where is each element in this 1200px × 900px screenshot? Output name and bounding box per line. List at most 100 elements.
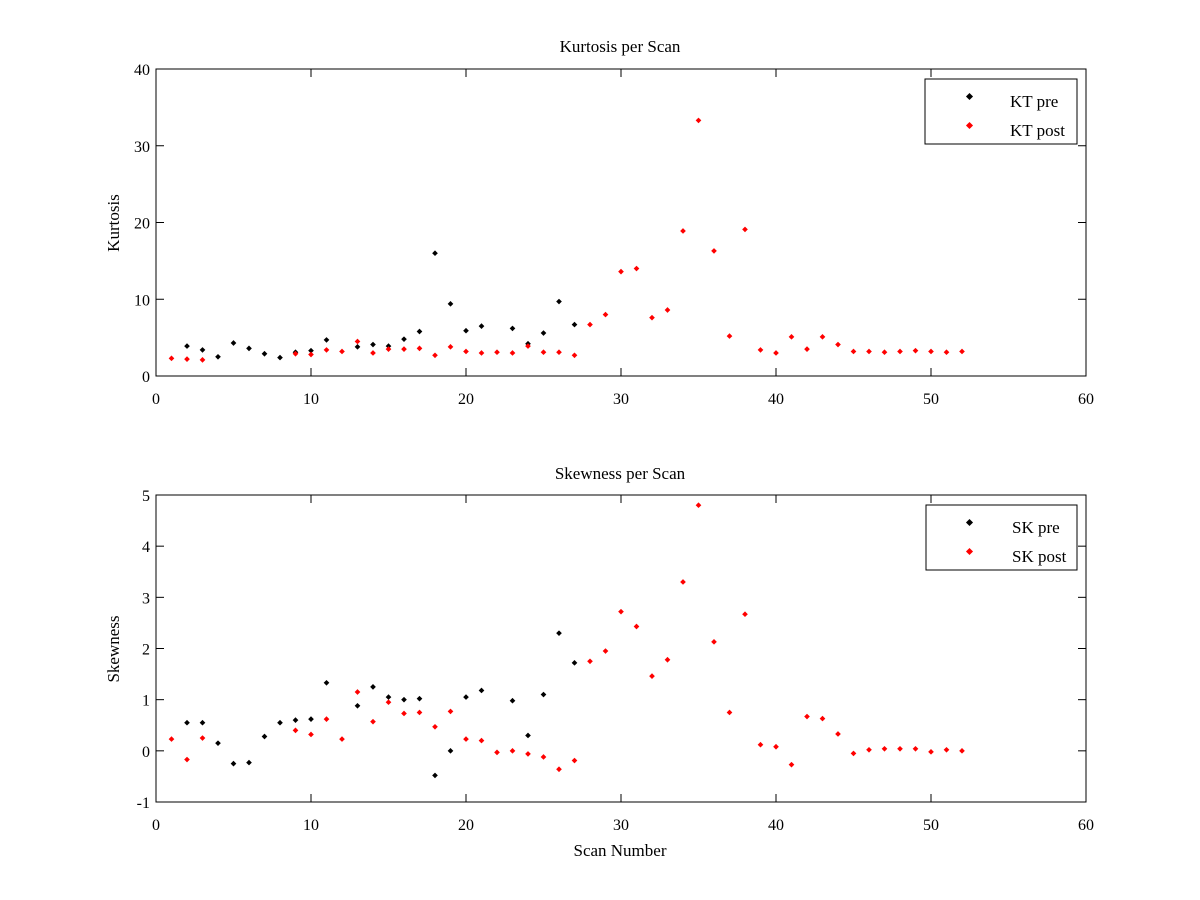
- y-tick-label: 30: [134, 139, 150, 156]
- data-point-pre: [215, 353, 221, 360]
- data-point-post: [881, 349, 888, 356]
- axis-ticks: 0 10 20 30 40 50 60 0 10 20 30 40: [134, 62, 1094, 408]
- data-point-post: [835, 731, 841, 737]
- data-point-post: [711, 248, 717, 254]
- data-point-pre: [246, 345, 252, 352]
- data-point-post: [649, 314, 655, 321]
- data-point-pre: [184, 719, 190, 726]
- data-point-post: [680, 579, 686, 585]
- x-tick-label: 40: [768, 817, 784, 834]
- data-point-pre: [199, 719, 206, 726]
- data-point-post: [664, 307, 671, 313]
- data-point-pre: [525, 732, 531, 739]
- x-tick-label: 0: [152, 391, 160, 408]
- legend-marker-post: [965, 121, 974, 130]
- data-point-pre: [401, 696, 407, 703]
- data-point-post: [323, 716, 330, 722]
- data-point-pre: [261, 350, 268, 357]
- data-point-post: [540, 349, 547, 356]
- data-point-post: [323, 347, 330, 353]
- legend-label-pre: KT pre: [1010, 92, 1058, 111]
- data-point-post: [447, 708, 454, 715]
- data-point-pre: [478, 687, 485, 694]
- data-point-pre: [556, 298, 562, 305]
- data-point-post: [757, 347, 764, 353]
- x-tick-label: 40: [768, 391, 784, 408]
- data-point-post: [742, 226, 748, 233]
- data-point-pre: [354, 344, 361, 350]
- data-point-post: [556, 766, 562, 773]
- data-point-post: [633, 265, 640, 272]
- data-point-pre: [292, 717, 299, 723]
- data-point-post: [199, 357, 206, 363]
- x-tick-label: 30: [613, 391, 629, 408]
- data-point-pre: [230, 340, 237, 346]
- x-tick-label: 10: [303, 391, 319, 408]
- data-point-post: [602, 648, 609, 654]
- legend-label-post: SK post: [1012, 547, 1067, 566]
- data-point-post: [773, 350, 779, 356]
- data-point-post: [292, 727, 299, 734]
- chart-title: Skewness per Scan: [555, 464, 686, 483]
- data-point-pre: [230, 760, 237, 767]
- data-point-pre: [416, 328, 423, 335]
- data-point-pre: [370, 684, 376, 690]
- data-point-post: [401, 710, 407, 717]
- data-point-post: [571, 757, 578, 764]
- y-tick-label: 40: [134, 62, 150, 79]
- data-point-post: [912, 347, 919, 354]
- data-point-post: [432, 352, 438, 359]
- data-point-pre: [463, 694, 469, 700]
- data-points: [168, 117, 965, 363]
- data-point-post: [804, 713, 810, 720]
- data-point-pre: [432, 250, 438, 257]
- data-point-post: [757, 741, 764, 748]
- data-point-pre: [199, 347, 206, 353]
- x-tick-label: 50: [923, 817, 939, 834]
- data-point-post: [308, 351, 314, 358]
- data-point-post: [370, 350, 376, 356]
- data-point-post: [509, 748, 516, 754]
- data-point-pre: [246, 759, 252, 766]
- legend-marker-pre: [965, 92, 974, 101]
- data-point-post: [587, 321, 593, 328]
- data-point-post: [184, 756, 190, 763]
- data-point-post: [959, 348, 965, 355]
- data-point-post: [850, 348, 857, 355]
- data-point-post: [928, 749, 934, 755]
- x-axis-label: Scan Number: [573, 841, 666, 860]
- data-point-pre: [540, 691, 547, 698]
- data-point-pre: [323, 679, 330, 686]
- y-tick-label: 10: [134, 292, 150, 309]
- data-point-pre: [323, 337, 330, 343]
- data-point-post: [354, 338, 361, 345]
- data-point-pre: [571, 321, 578, 328]
- chart-title: Kurtosis per Scan: [560, 37, 681, 56]
- data-point-post: [556, 349, 562, 356]
- data-point-post: [416, 709, 423, 716]
- data-point-post: [726, 709, 733, 716]
- data-point-post: [912, 745, 919, 752]
- data-point-post: [943, 349, 950, 356]
- data-point-post: [618, 608, 624, 615]
- legend-label-pre: SK pre: [1012, 518, 1060, 537]
- data-point-post: [494, 349, 500, 356]
- y-tick-label: 2: [142, 642, 150, 659]
- data-point-post: [633, 623, 640, 630]
- x-tick-label: 10: [303, 817, 319, 834]
- y-tick-label: 0: [142, 744, 150, 761]
- y-tick-label: 1: [142, 693, 150, 710]
- legend-box: [924, 78, 1078, 145]
- data-point-post: [866, 746, 872, 753]
- data-point-post: [184, 356, 190, 362]
- data-point-pre: [571, 659, 578, 666]
- data-point-pre: [509, 325, 516, 332]
- data-point-post: [773, 743, 779, 750]
- data-point-post: [959, 748, 965, 754]
- data-point-pre: [540, 330, 547, 336]
- legend: SK pre SK post: [925, 504, 1078, 571]
- legend-box: [925, 504, 1078, 571]
- data-points: [168, 502, 965, 779]
- data-point-post: [478, 737, 485, 744]
